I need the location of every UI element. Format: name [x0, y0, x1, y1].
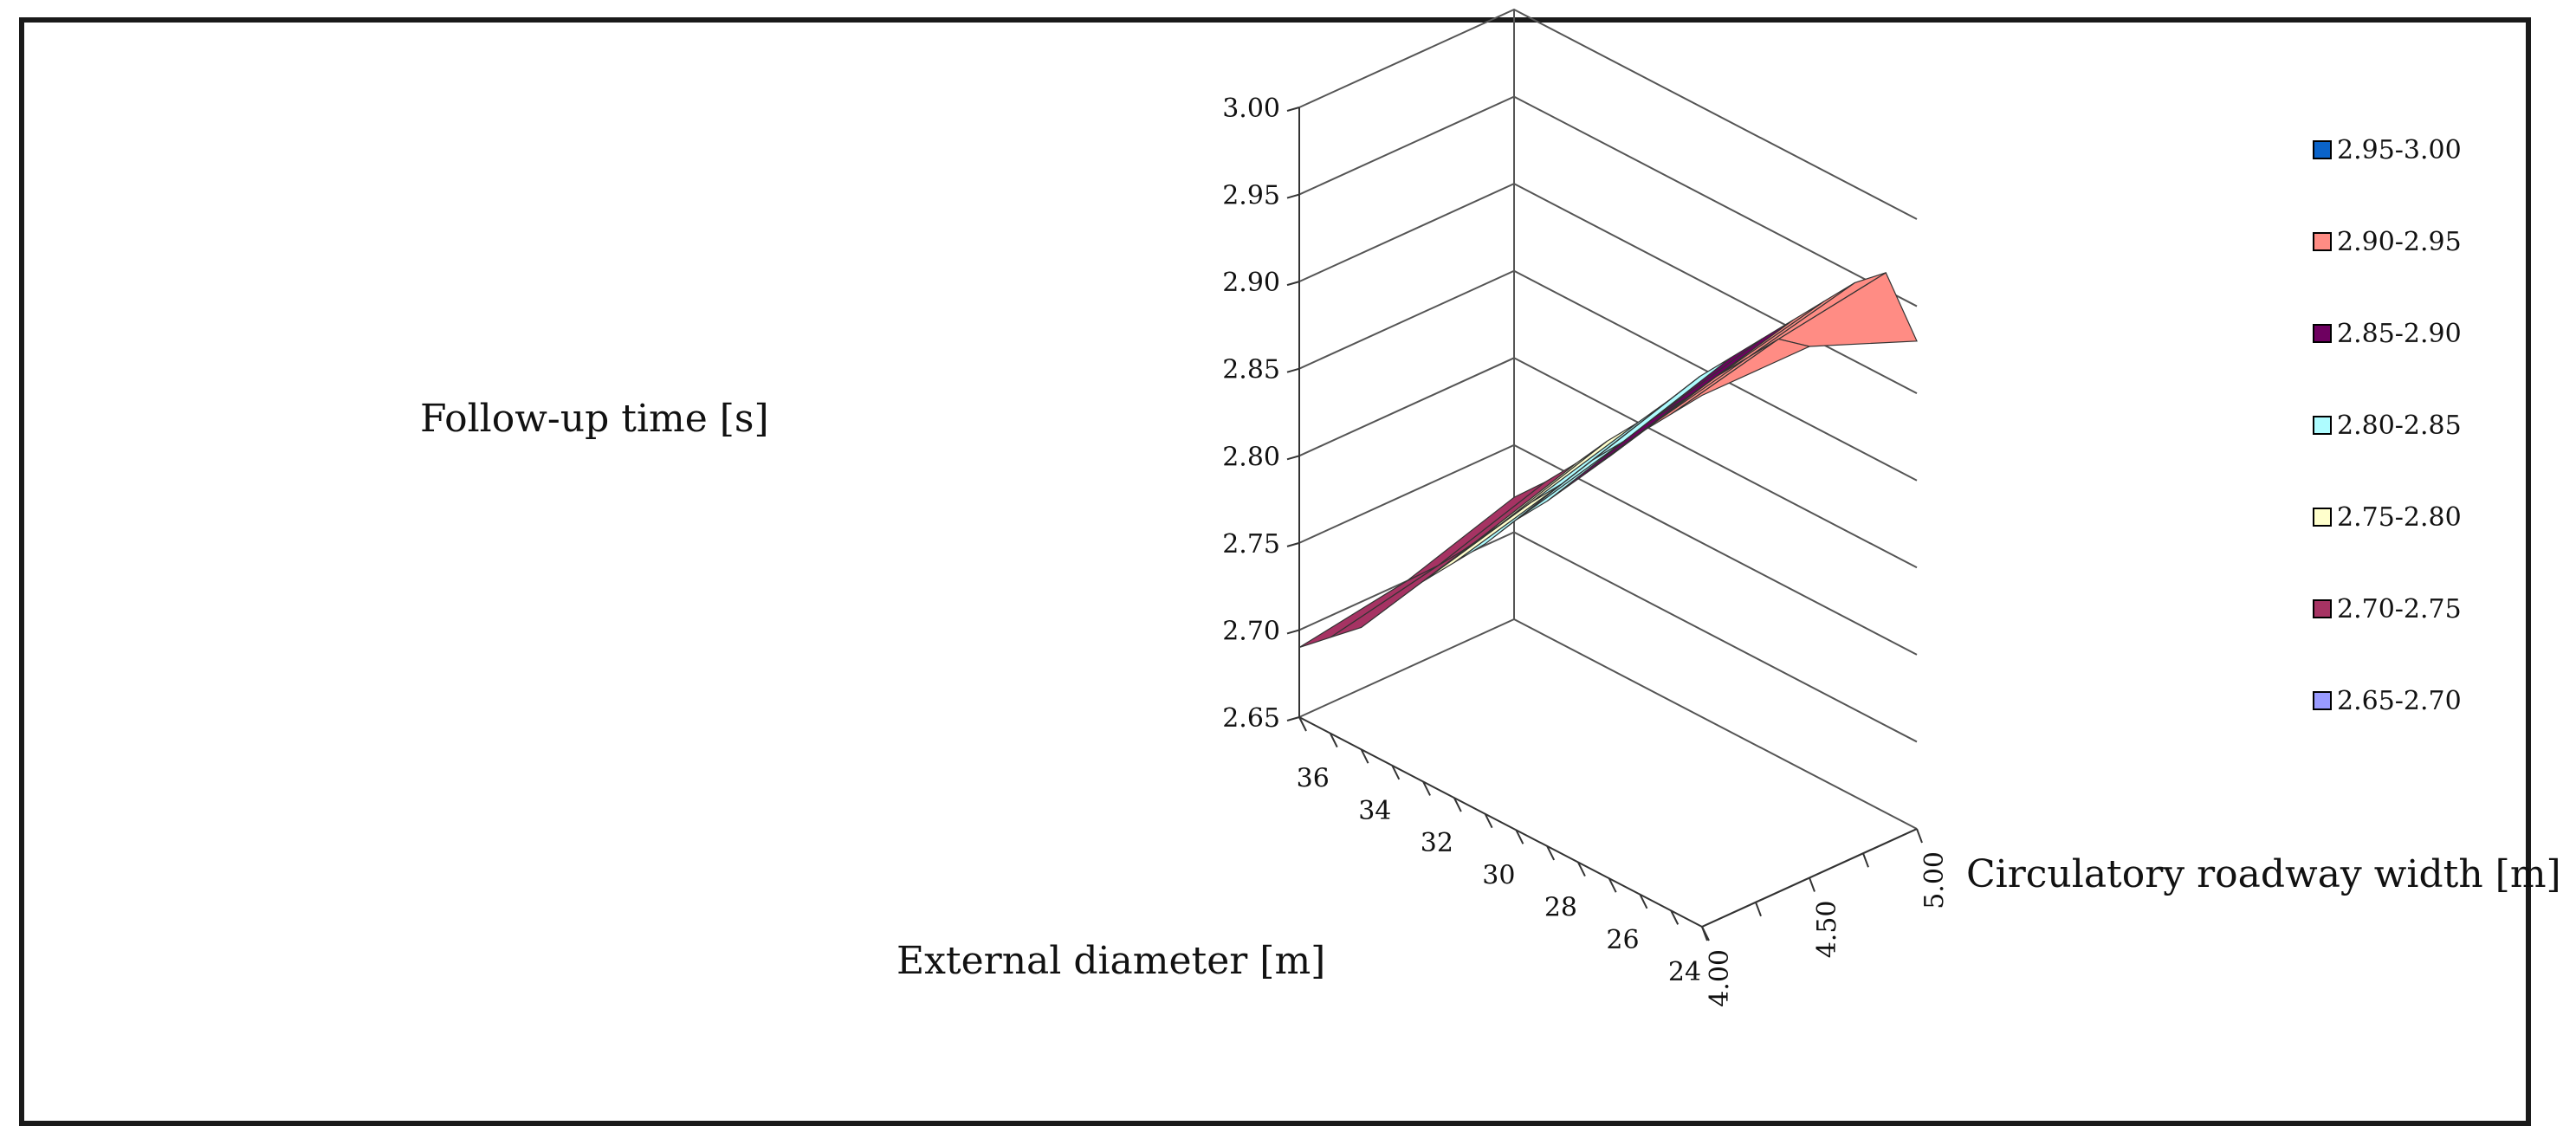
legend-swatch [2313, 691, 2332, 710]
x-tick [1608, 877, 1617, 893]
legend: 2.95-3.00 2.90-2.95 2.85-2.90 2.80-2.85 … [2313, 104, 2555, 747]
x-tick-label: 36 [1297, 764, 1330, 794]
chart-axes: 2.65 2.70 2.75 2.80 2.85 2.90 2.95 3.00 36 34 32 30… [1222, 94, 1950, 1007]
wall-gridline [1298, 531, 1918, 743]
x-tick [1360, 748, 1369, 764]
x-tick [1484, 813, 1493, 829]
legend-item: 2.65-2.70 [2313, 655, 2555, 747]
z-tick-label: 2.70 [1222, 616, 1280, 646]
x-tick-label: 34 [1358, 796, 1391, 826]
legend-swatch [2313, 232, 2332, 251]
y-tick-label: 5.00 [1919, 851, 1950, 909]
z-tick [1286, 367, 1300, 373]
legend-label: 2.70-2.75 [2337, 593, 2462, 624]
z-tick [1286, 541, 1300, 547]
z-tick [1286, 281, 1300, 287]
x-tick [1422, 781, 1431, 796]
legend-item: 2.85-2.90 [2313, 288, 2555, 379]
legend-label: 2.65-2.70 [2337, 685, 2462, 716]
wall-gridline [1298, 443, 1918, 656]
surface-cell [1670, 338, 1811, 415]
legend-swatch [2313, 508, 2332, 527]
x-tick-label: 28 [1544, 893, 1577, 923]
surface-cell [1485, 441, 1624, 545]
y-tick [1809, 877, 1815, 892]
legend-label: 2.95-3.00 [2337, 134, 2462, 165]
z-tick [1286, 193, 1300, 199]
surface-mesh [1298, 271, 1918, 649]
y-tick [1755, 902, 1762, 917]
legend-label: 2.85-2.90 [2337, 318, 2462, 349]
legend-item: 2.95-3.00 [2313, 104, 2555, 196]
chart-walls [1298, 8, 1918, 928]
x-tick [1298, 716, 1307, 732]
x-tick-label: 32 [1421, 828, 1453, 858]
x-tick-label: 26 [1606, 925, 1639, 955]
z-tick [1286, 716, 1300, 721]
legend-swatch [2313, 324, 2332, 343]
z-tick-label: 2.95 [1222, 181, 1280, 211]
z-tick [1286, 107, 1300, 112]
x-tick [1546, 845, 1556, 861]
x-tick [1670, 909, 1680, 925]
y-axis-title: Circulatory roadway width [m] [1966, 852, 2561, 896]
z-tick [1286, 455, 1300, 461]
legend-item: 2.70-2.75 [2313, 563, 2555, 655]
legend-swatch [2313, 140, 2332, 159]
legend-item: 2.90-2.95 [2313, 196, 2555, 288]
wall-gridline [1298, 183, 1918, 395]
surface-cell [1546, 398, 1686, 502]
y-tick [1916, 828, 1923, 844]
z-tick-label: 2.75 [1222, 529, 1280, 560]
surface-cell [1437, 463, 1576, 566]
legend-swatch [2313, 416, 2332, 435]
chart-frame [19, 17, 2531, 1126]
z-tick [1286, 629, 1300, 635]
wall-gridline [1298, 95, 1918, 307]
z-tick-label: 2.85 [1222, 355, 1280, 385]
x-tick [1577, 862, 1586, 877]
legend-label: 2.90-2.95 [2337, 226, 2462, 257]
z-tick-label: 2.80 [1222, 442, 1280, 472]
wall-gridline [1298, 618, 1918, 830]
z-tick-label: 2.65 [1222, 703, 1280, 734]
wall-gridline [1298, 357, 1918, 569]
wall-gridline [1298, 8, 1918, 220]
x-tick [1515, 829, 1524, 844]
surface-cell [1298, 565, 1439, 649]
y-tick-label: 4.00 [1705, 949, 1735, 1007]
legend-label: 2.80-2.85 [2337, 410, 2462, 441]
x-tick [1639, 894, 1648, 909]
x-tick-label: 30 [1482, 860, 1515, 890]
surface-cell [1777, 271, 1918, 347]
x-tick-label: 24 [1668, 957, 1701, 987]
x-tick [1453, 797, 1462, 812]
y-tick [1862, 852, 1869, 868]
z-axis-title: Follow-up time [s] [420, 397, 769, 441]
x-axis-line [1298, 716, 1703, 928]
x-tick [1391, 765, 1401, 780]
legend-swatch [2313, 599, 2332, 618]
x-axis-title: External diameter [m] [896, 939, 1326, 983]
z-tick-label: 3.00 [1222, 94, 1280, 124]
y-tick-label: 4.50 [1812, 901, 1842, 959]
surface-cell [1406, 482, 1546, 582]
legend-item: 2.80-2.85 [2313, 379, 2555, 471]
legend-item: 2.75-2.80 [2313, 471, 2555, 563]
x-tick [1329, 733, 1338, 748]
legend-label: 2.75-2.80 [2337, 501, 2462, 533]
z-tick-label: 2.90 [1222, 268, 1280, 298]
y-tick [1701, 926, 1708, 941]
